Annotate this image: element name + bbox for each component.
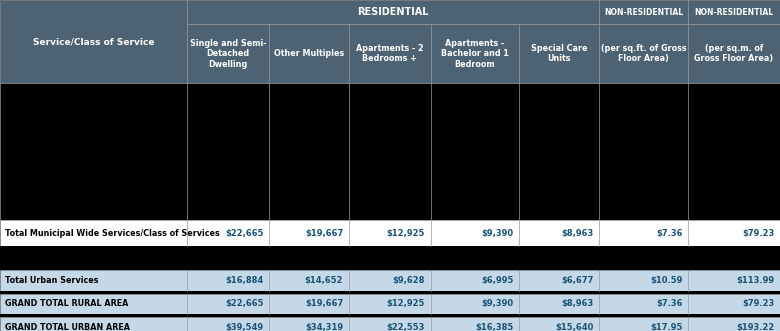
Bar <box>0 0 187 83</box>
Bar <box>519 24 599 83</box>
Bar <box>0 291 780 294</box>
Bar <box>269 24 349 83</box>
Bar <box>187 24 269 83</box>
Text: $7.36: $7.36 <box>656 229 682 238</box>
Text: $113.99: $113.99 <box>736 276 775 285</box>
Bar <box>599 0 688 24</box>
Text: GRAND TOTAL RURAL AREA: GRAND TOTAL RURAL AREA <box>5 299 128 308</box>
Bar <box>0 314 780 317</box>
Text: $17.95: $17.95 <box>650 322 682 331</box>
Text: Service/Class of Service: Service/Class of Service <box>33 37 154 46</box>
Bar <box>0 317 780 331</box>
Text: $16,385: $16,385 <box>475 322 513 331</box>
Text: RESIDENTIAL: RESIDENTIAL <box>357 7 429 17</box>
Text: $34,319: $34,319 <box>305 322 343 331</box>
Bar <box>0 83 780 220</box>
Bar <box>0 246 780 270</box>
Text: $6,677: $6,677 <box>561 276 594 285</box>
Text: $22,665: $22,665 <box>225 299 264 308</box>
Bar <box>431 24 519 83</box>
Text: Apartments - 2
Bedrooms +: Apartments - 2 Bedrooms + <box>356 44 424 63</box>
Text: $9,390: $9,390 <box>481 299 513 308</box>
Text: $22,665: $22,665 <box>225 229 264 238</box>
Text: $15,640: $15,640 <box>555 322 594 331</box>
Text: $14,652: $14,652 <box>305 276 343 285</box>
Text: $79.23: $79.23 <box>743 299 775 308</box>
Bar <box>0 294 780 314</box>
Bar <box>187 0 599 24</box>
Text: $193.22: $193.22 <box>736 322 775 331</box>
Bar <box>688 24 780 83</box>
Text: $8,963: $8,963 <box>562 229 594 238</box>
Text: $7.36: $7.36 <box>656 299 682 308</box>
Text: $16,884: $16,884 <box>225 276 264 285</box>
Text: $9,390: $9,390 <box>481 229 513 238</box>
Text: $6,995: $6,995 <box>480 276 513 285</box>
Bar <box>688 0 780 24</box>
Text: $22,553: $22,553 <box>387 322 425 331</box>
Text: Total Municipal Wide Services/Class of Services: Total Municipal Wide Services/Class of S… <box>5 229 219 238</box>
Text: (per sq.ft. of Gross
Floor Area): (per sq.ft. of Gross Floor Area) <box>601 44 686 63</box>
Text: Apartments -
Bachelor and 1
Bedroom: Apartments - Bachelor and 1 Bedroom <box>441 39 509 69</box>
Text: Other Multiples: Other Multiples <box>274 49 344 58</box>
Bar <box>0 220 780 246</box>
Text: Special Care
Units: Special Care Units <box>530 44 587 63</box>
Text: $9,628: $9,628 <box>392 276 425 285</box>
Text: $12,925: $12,925 <box>387 229 425 238</box>
Text: $39,549: $39,549 <box>225 322 264 331</box>
Bar <box>349 24 431 83</box>
Bar <box>599 24 688 83</box>
Text: $8,963: $8,963 <box>562 299 594 308</box>
Text: $79.23: $79.23 <box>743 229 775 238</box>
Text: (per sq.m. of
Gross Floor Area): (per sq.m. of Gross Floor Area) <box>694 44 774 63</box>
Text: Single and Semi-
Detached
Dwelling: Single and Semi- Detached Dwelling <box>190 39 267 69</box>
Text: Total Urban Services: Total Urban Services <box>5 276 98 285</box>
Text: NON-RESIDENTIAL: NON-RESIDENTIAL <box>604 8 683 17</box>
Text: $10.59: $10.59 <box>650 276 682 285</box>
Text: NON-RESIDENTIAL: NON-RESIDENTIAL <box>694 8 774 17</box>
Text: $12,925: $12,925 <box>387 299 425 308</box>
Text: GRAND TOTAL URBAN AREA: GRAND TOTAL URBAN AREA <box>5 322 129 331</box>
Bar <box>0 270 780 291</box>
Text: $19,667: $19,667 <box>305 229 343 238</box>
Text: $19,667: $19,667 <box>305 299 343 308</box>
